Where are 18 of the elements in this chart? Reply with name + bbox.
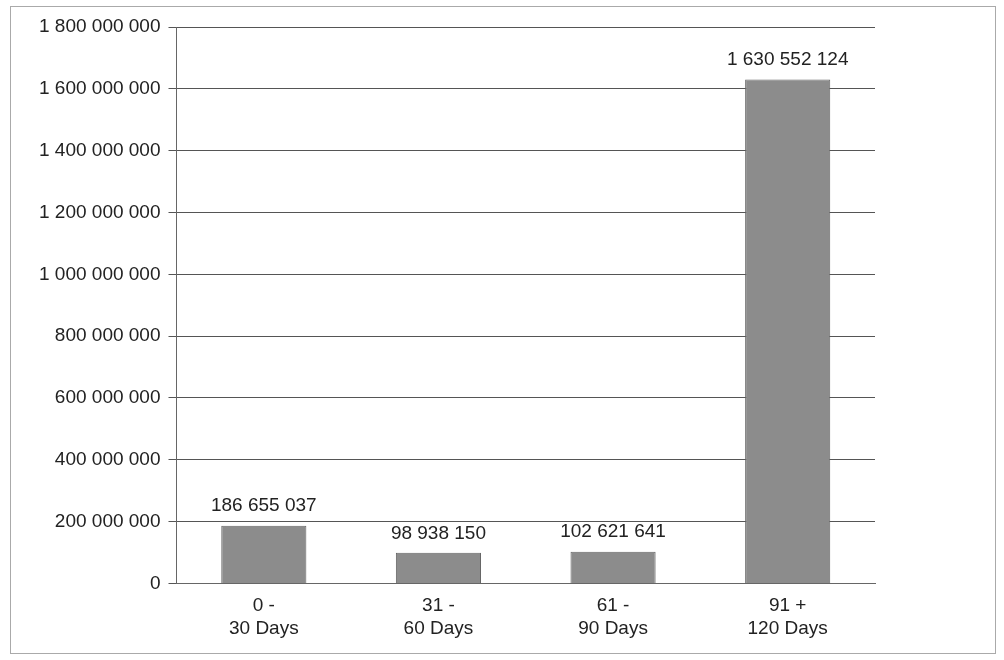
y-tick-label: 0 bbox=[149, 571, 161, 593]
x-tick-label: 61 - 90 Days bbox=[578, 594, 648, 638]
data-label: 1 630 552 124 bbox=[726, 48, 849, 70]
data-label: 186 655 037 bbox=[210, 494, 317, 516]
data-label: 102 621 641 bbox=[560, 520, 666, 542]
y-tick-label: 1 800 000 000 bbox=[38, 15, 161, 37]
x-tick-label: 0 - 30 Days bbox=[228, 594, 299, 638]
y-tick-label: 600 000 000 bbox=[54, 386, 161, 408]
data-label: 98 938 150 bbox=[390, 521, 486, 543]
y-tick-label: 200 000 000 bbox=[54, 509, 161, 531]
y-tick-label: 1 400 000 000 bbox=[38, 138, 161, 160]
y-tick-label: 800 000 000 bbox=[54, 324, 161, 346]
x-tick-label: 91 + 120 Days bbox=[747, 594, 828, 638]
x-tick-label: 31 - 60 Days bbox=[403, 594, 474, 638]
y-tick-label: 1 200 000 000 bbox=[38, 200, 161, 222]
y-tick-label: 400 000 000 bbox=[54, 447, 161, 469]
y-tick-label: 1 600 000 000 bbox=[38, 77, 161, 99]
y-tick-label: 1 000 000 000 bbox=[38, 262, 161, 284]
